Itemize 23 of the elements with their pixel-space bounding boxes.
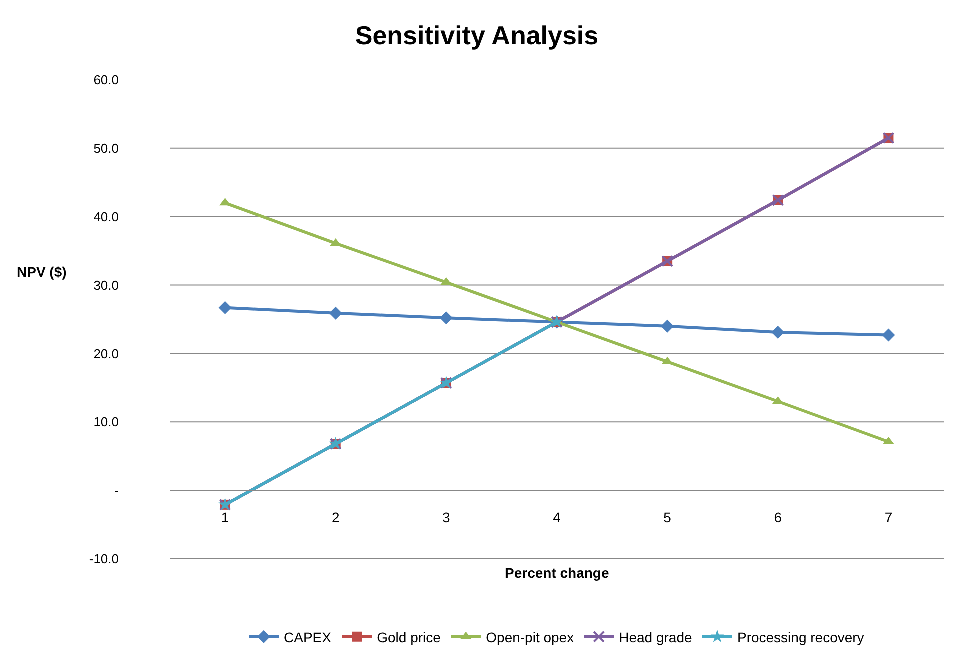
legend-label: CAPEX <box>284 629 332 646</box>
x-tick-label: 5 <box>664 509 672 526</box>
y-tick-label: 40.0 <box>94 209 119 224</box>
x-tick-label: 2 <box>332 509 340 526</box>
y-tick-label: -10.0 <box>89 552 119 567</box>
legend-label: Gold price <box>377 629 442 646</box>
chart-title: Sensitivity Analysis <box>355 20 599 51</box>
x-axis-title: Percent change <box>505 565 610 581</box>
y-tick-label: 60.0 <box>94 72 119 88</box>
x-tick-label: 1 <box>221 509 230 526</box>
legend-label: Open-pit opex <box>486 629 574 646</box>
y-tick-label: 10.0 <box>94 414 119 430</box>
x-tick-label: 3 <box>442 509 451 526</box>
x-tick-label: 4 <box>553 509 562 526</box>
legend-label: Processing recovery <box>737 629 864 646</box>
x-tick-label: 7 <box>884 509 893 526</box>
y-tick-label: 30.0 <box>94 278 119 293</box>
y-tick-label: 50.0 <box>94 140 119 156</box>
y-axis-title: NPV ($) <box>17 264 67 280</box>
y-tick-label: - <box>114 483 119 498</box>
x-tick-label: 6 <box>774 509 782 526</box>
legend-label: Head grade <box>619 629 692 646</box>
y-tick-label: 20.0 <box>94 346 119 362</box>
